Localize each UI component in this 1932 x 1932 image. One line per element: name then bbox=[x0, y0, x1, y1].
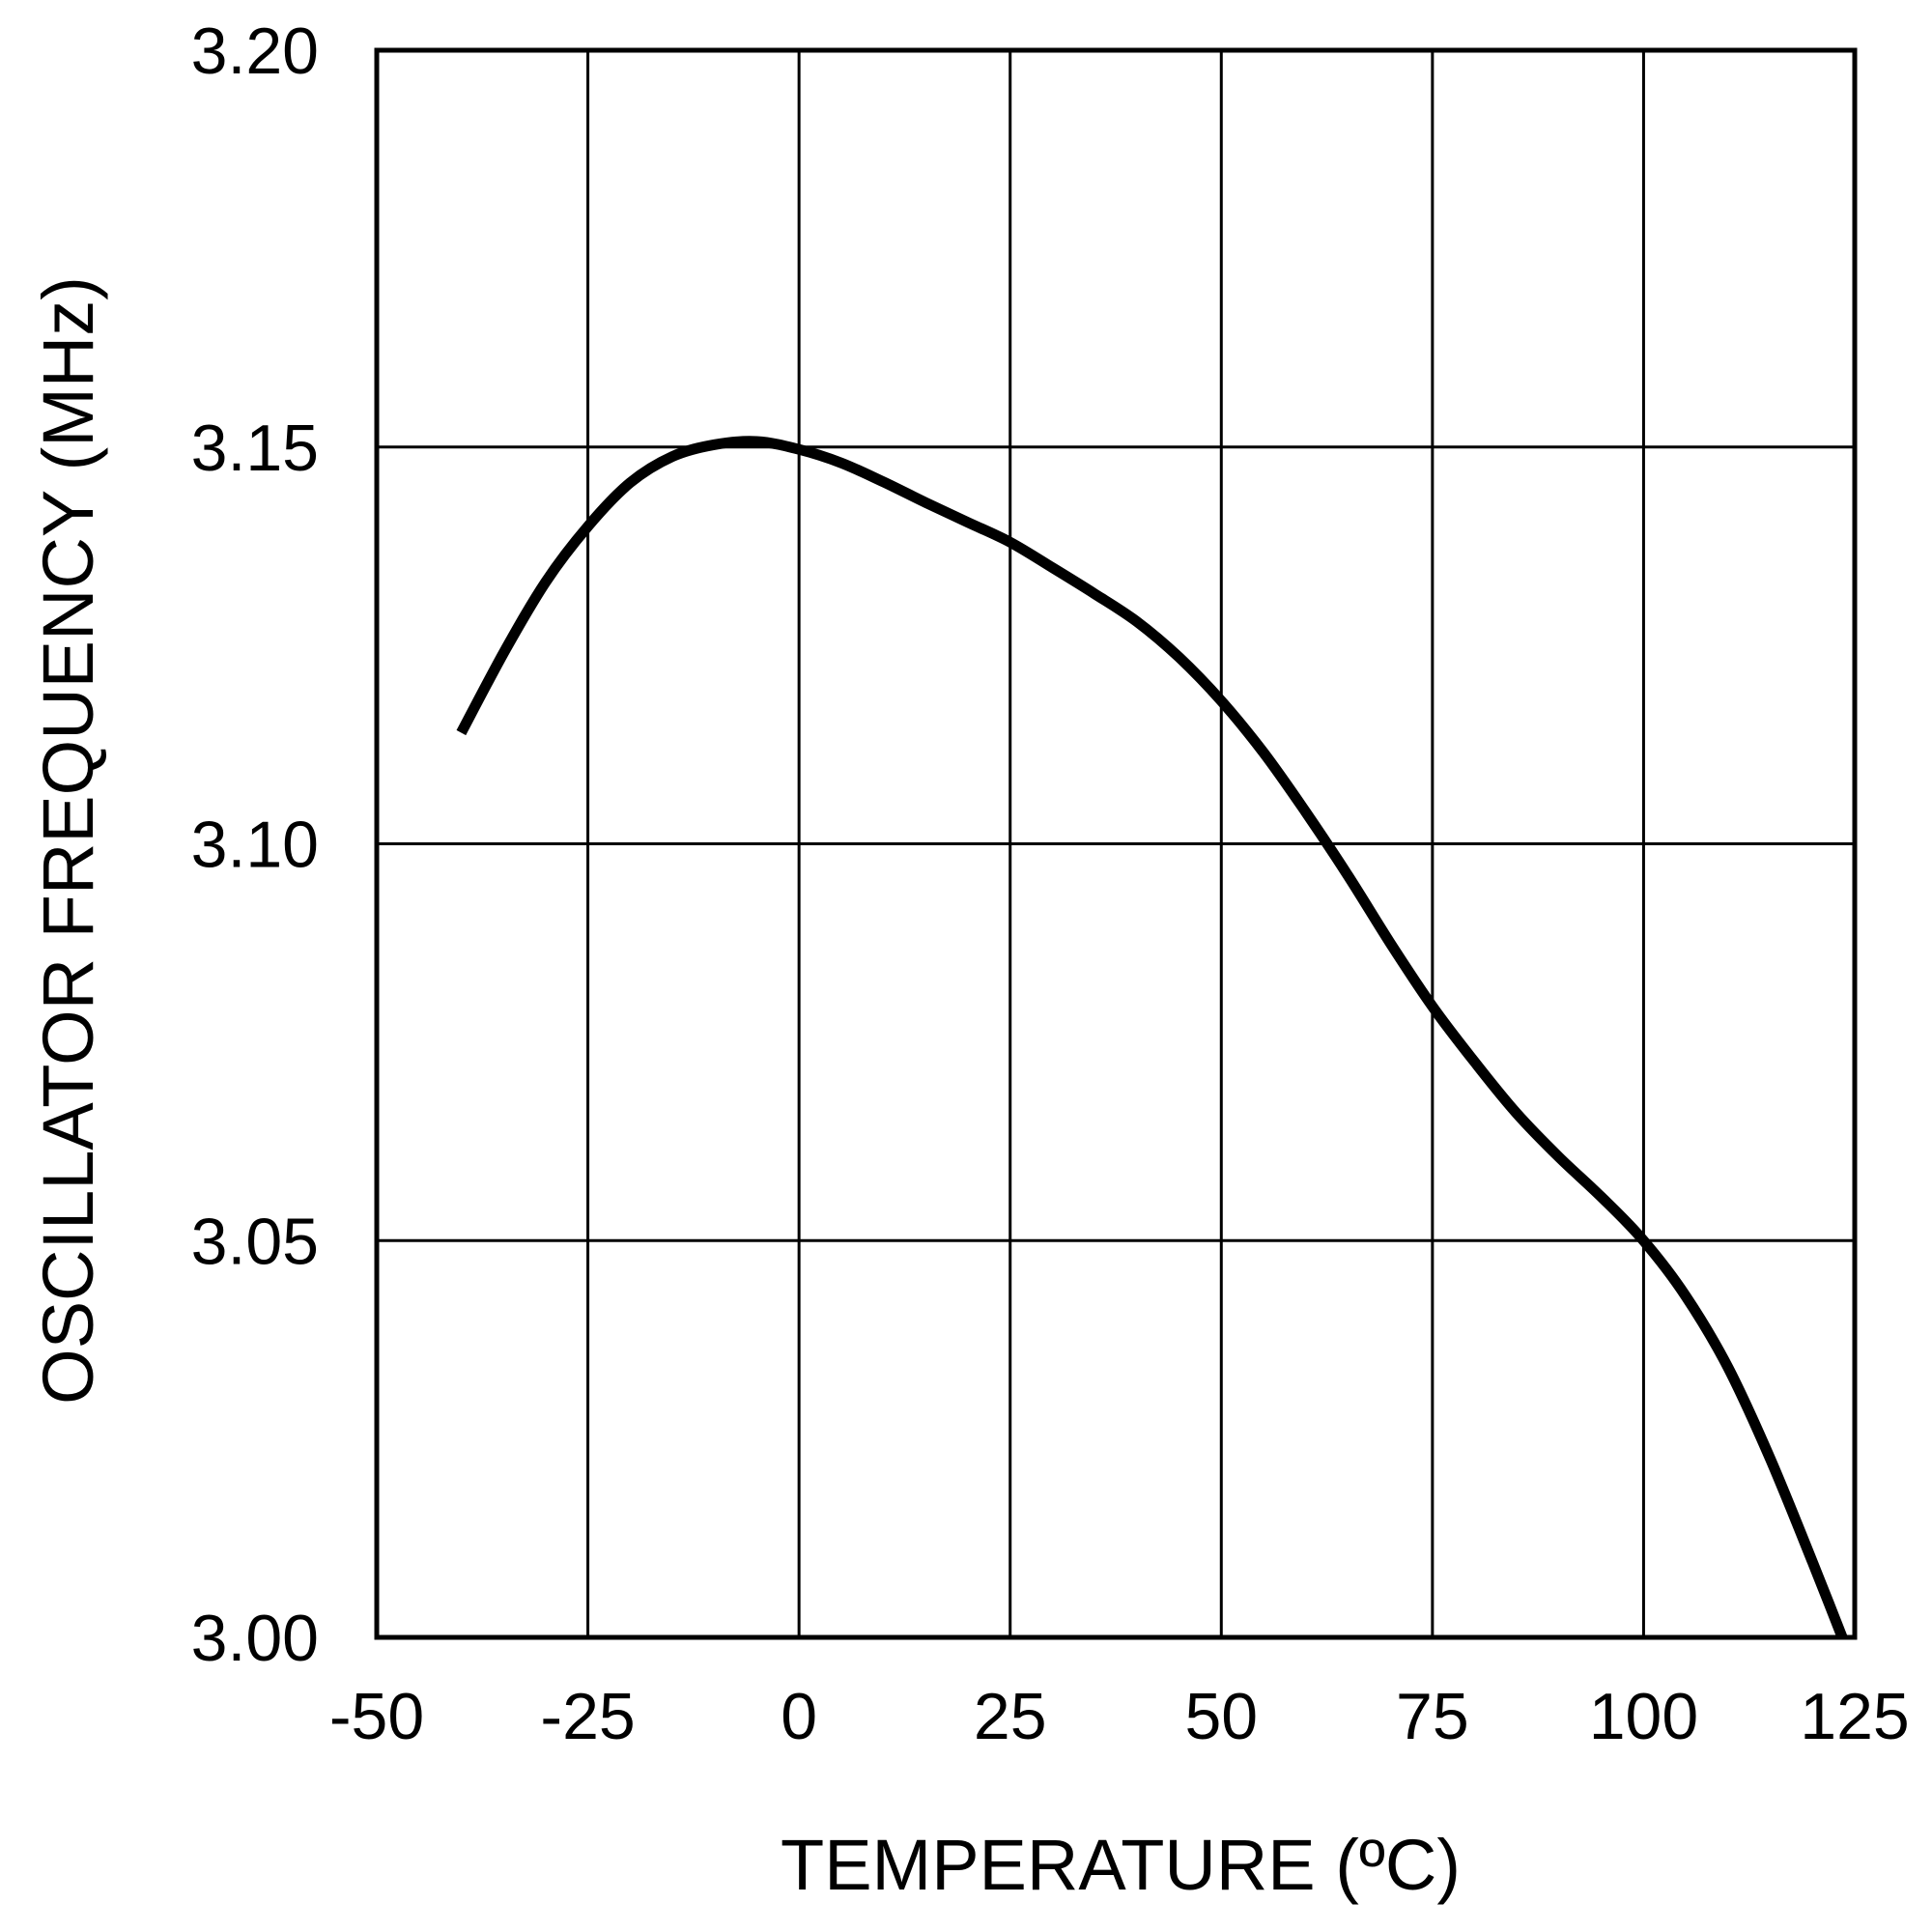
x-tick-label: 0 bbox=[781, 1680, 817, 1753]
y-tick-label: 3.15 bbox=[191, 412, 319, 485]
x-tick-label: 100 bbox=[1589, 1680, 1698, 1753]
x-tick-label: 125 bbox=[1800, 1680, 1909, 1753]
x-tick-label: 25 bbox=[974, 1680, 1047, 1753]
x-tick-labels: -50 -25 0 25 50 75 100 125 bbox=[329, 1680, 1910, 1753]
x-tick-label: -25 bbox=[540, 1680, 635, 1753]
y-tick-label: 3.05 bbox=[191, 1205, 319, 1278]
x-axis-label: TEMPERATURE (ºC) bbox=[781, 1825, 1461, 1905]
x-tick-label: 50 bbox=[1184, 1680, 1258, 1753]
x-tick-label: -50 bbox=[329, 1680, 424, 1753]
y-tick-label: 3.00 bbox=[191, 1602, 319, 1675]
grid-lines bbox=[377, 50, 1855, 1637]
plot-frame bbox=[374, 47, 1858, 1640]
series-line bbox=[456, 436, 1849, 1637]
y-axis-label: OSCILLATOR FREQUENCY (MHz) bbox=[28, 276, 108, 1405]
y-tick-labels: 3.00 3.05 3.10 3.15 3.20 bbox=[191, 14, 319, 1675]
y-tick-label: 3.20 bbox=[191, 14, 319, 88]
x-tick-label: 75 bbox=[1396, 1680, 1469, 1753]
series-group bbox=[456, 436, 1849, 1637]
y-tick-label: 3.10 bbox=[191, 809, 319, 882]
